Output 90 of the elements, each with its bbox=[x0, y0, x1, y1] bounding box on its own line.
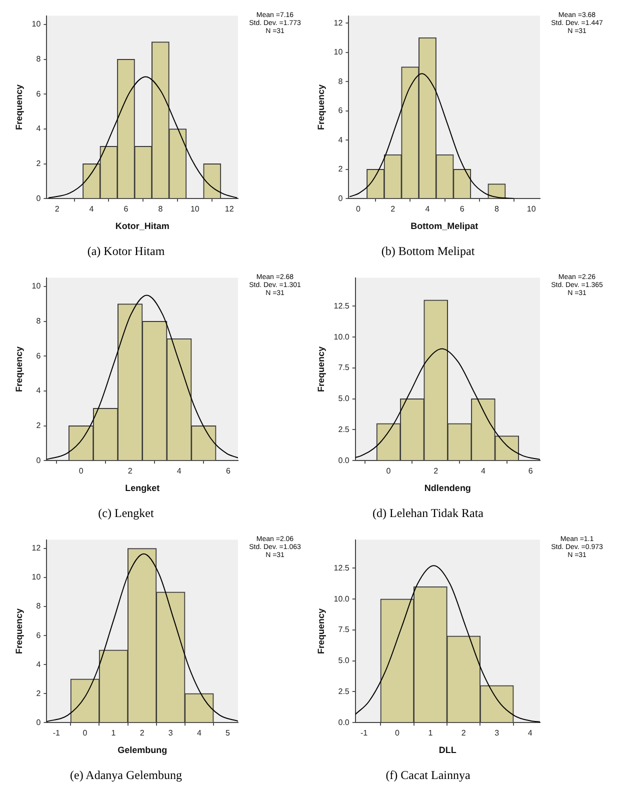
x-tick-label: 4 bbox=[425, 204, 430, 214]
y-tick-label: 12.5 bbox=[334, 301, 350, 310]
text: (a) Kotor Hitam bbox=[86, 244, 166, 259]
y-tick-label: 8 bbox=[338, 76, 344, 86]
x-tick-label: -1 bbox=[360, 728, 368, 738]
y-axis-title: Frequency bbox=[14, 346, 24, 392]
x-tick-label: 4 bbox=[196, 728, 202, 738]
y-tick-label: 2 bbox=[36, 420, 42, 430]
x-axis-title: Bottom_Melipat bbox=[410, 221, 478, 232]
x-tick-label: 1 bbox=[428, 728, 434, 738]
y-tick-label: 8 bbox=[36, 602, 42, 611]
y-axis-title: Frequency bbox=[316, 84, 326, 130]
x-axis-title: DLL bbox=[438, 745, 457, 756]
y-tick-label: 5.0 bbox=[338, 656, 350, 666]
y-tick-label: 2 bbox=[338, 164, 344, 174]
x-tick-label: 0 bbox=[78, 466, 84, 476]
y-tick-label: 0 bbox=[36, 194, 42, 203]
y-tick-label: 7.5 bbox=[338, 625, 350, 634]
x-tick-label: 6 bbox=[226, 466, 231, 476]
y-tick-label: 10 bbox=[334, 48, 344, 57]
x-axis-title: Ndlendeng bbox=[424, 483, 471, 494]
text: (b) Bottom Melipat bbox=[380, 244, 476, 259]
y-tick-label: 0.0 bbox=[338, 456, 350, 465]
x-tick-label: 4 bbox=[176, 466, 182, 476]
text: (f) Cacat Lainnya bbox=[384, 768, 472, 783]
y-tick-label: 10 bbox=[32, 282, 42, 291]
y-tick-label: 6 bbox=[36, 351, 42, 360]
x-tick-label: 5 bbox=[225, 728, 230, 738]
x-tick-label: 0 bbox=[386, 466, 392, 476]
text: (c) Lengket bbox=[97, 506, 155, 521]
x-tick-label: -1 bbox=[52, 728, 61, 738]
y-tick-label: 2 bbox=[36, 158, 42, 168]
x-tick-label: 10 bbox=[526, 204, 536, 214]
x-tick-label: 0 bbox=[394, 728, 400, 738]
x-tick-label: 2 bbox=[390, 204, 396, 214]
y-tick-label: 5.0 bbox=[338, 394, 350, 404]
y-tick-label: 12.5 bbox=[334, 563, 350, 572]
y-tick-label: 6 bbox=[36, 630, 42, 640]
x-tick-label: 4 bbox=[89, 204, 94, 214]
text: (e) Adanya Gelembung bbox=[69, 768, 183, 783]
text: (d) Lelehan Tidak Rata bbox=[372, 506, 484, 521]
y-tick-label: 7.5 bbox=[338, 363, 350, 372]
x-tick-label: 1 bbox=[111, 728, 116, 738]
x-axis-title: Kotor_Hitam bbox=[115, 221, 170, 232]
x-tick-label: 8 bbox=[494, 204, 500, 214]
x-axis-title: Lengket bbox=[125, 483, 160, 494]
y-tick-label: 4 bbox=[36, 386, 42, 396]
x-tick-label: 6 bbox=[460, 204, 465, 214]
y-tick-label: 10.0 bbox=[334, 594, 350, 604]
y-tick-label: 8 bbox=[36, 54, 42, 64]
y-tick-label: 4 bbox=[338, 135, 344, 144]
y-tick-label: 2.5 bbox=[338, 424, 350, 434]
x-tick-label: 2 bbox=[140, 728, 145, 738]
y-tick-label: 10 bbox=[32, 572, 42, 582]
y-axis-title: Frequency bbox=[316, 608, 326, 654]
x-tick-label: 2 bbox=[128, 466, 133, 476]
x-tick-label: 6 bbox=[124, 204, 129, 214]
x-tick-label: 12 bbox=[224, 204, 234, 214]
y-tick-label: 0 bbox=[338, 194, 344, 203]
x-tick-label: 10 bbox=[190, 204, 200, 214]
y-tick-label: 4 bbox=[36, 660, 42, 669]
y-tick-label: 2 bbox=[36, 688, 42, 698]
y-axis-title: Frequency bbox=[14, 84, 24, 130]
y-tick-label: 12 bbox=[32, 544, 42, 553]
y-tick-label: 6 bbox=[338, 106, 344, 116]
x-tick-label: 0 bbox=[82, 728, 88, 738]
x-tick-label: 2 bbox=[434, 466, 439, 476]
x-tick-label: 3 bbox=[168, 728, 174, 738]
y-tick-label: 0.0 bbox=[338, 718, 350, 727]
y-tick-label: 10 bbox=[32, 20, 42, 29]
x-tick-label: 4 bbox=[480, 466, 486, 476]
x-tick-label: 4 bbox=[528, 728, 533, 738]
y-tick-label: 6 bbox=[36, 89, 42, 98]
x-tick-label: 8 bbox=[158, 204, 164, 214]
x-tick-label: 2 bbox=[54, 204, 60, 214]
y-tick-label: 0 bbox=[36, 718, 42, 727]
y-axis-title: Frequency bbox=[14, 608, 24, 654]
y-axis-title: Frequency bbox=[316, 346, 326, 392]
y-tick-label: 2.5 bbox=[338, 686, 350, 696]
y-tick-label: 8 bbox=[36, 316, 42, 326]
x-tick-label: 0 bbox=[356, 204, 361, 214]
x-tick-label: 2 bbox=[461, 728, 466, 738]
y-tick-label: 10.0 bbox=[334, 332, 350, 342]
y-tick-label: 12 bbox=[334, 18, 344, 28]
y-tick-label: 4 bbox=[36, 124, 42, 134]
x-axis-title: Gelembung bbox=[118, 745, 168, 756]
x-tick-label: 3 bbox=[494, 728, 500, 738]
x-tick-label: 6 bbox=[528, 466, 534, 476]
y-tick-label: 0 bbox=[36, 456, 42, 465]
line-series bbox=[349, 73, 515, 199]
